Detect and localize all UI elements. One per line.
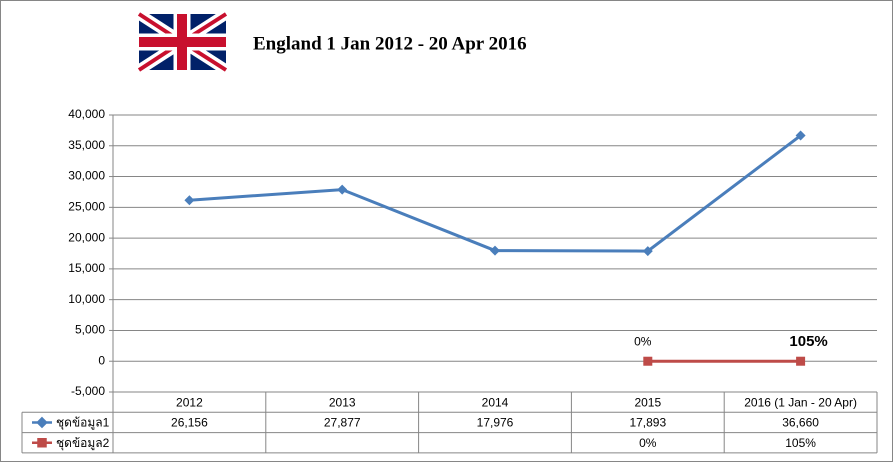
table-cell: 0% <box>639 436 657 450</box>
flag <box>136 9 229 75</box>
y-tick-label: 30,000 <box>68 169 105 183</box>
legend-label: ชุดข้อมูล1 <box>56 416 110 431</box>
y-tick-label: 20,000 <box>68 230 105 244</box>
y-tick-label: 0 <box>98 353 105 367</box>
marker <box>795 130 806 141</box>
x-tick-label: 2014 <box>482 395 509 409</box>
y-tick-label: 5,000 <box>75 323 105 337</box>
x-tick-label: 2016 (1 Jan - 20 Apr) <box>744 395 857 409</box>
legend-marker <box>32 416 52 429</box>
y-tick-label: 15,000 <box>68 261 105 275</box>
legend-label: ชุดข้อมูล2 <box>56 436 110 451</box>
marker <box>490 245 500 256</box>
chart-title: England 1 Jan 2012 - 20 Apr 2016 <box>253 33 527 54</box>
y-tick-label: -5,000 <box>71 384 105 398</box>
y-tick-label: 10,000 <box>68 292 105 306</box>
data-label: 105% <box>789 333 827 350</box>
x-tick-label: 2012 <box>176 395 203 409</box>
marker <box>643 356 653 366</box>
marker <box>337 184 348 195</box>
table-cell: 36,660 <box>782 416 819 430</box>
table-cell: 17,976 <box>477 416 514 430</box>
table-cell: 17,893 <box>629 416 666 430</box>
table-cell: 27,877 <box>324 416 361 430</box>
y-tick-label: 40,000 <box>68 107 105 121</box>
marker <box>642 246 653 257</box>
x-tick-label: 2013 <box>329 395 356 409</box>
x-tick-label: 2015 <box>634 395 661 409</box>
table-cell: 26,156 <box>171 416 208 430</box>
y-tick-label: 35,000 <box>68 138 105 152</box>
marker <box>796 356 806 366</box>
marker <box>184 195 195 206</box>
data-label: 0% <box>634 334 652 348</box>
y-tick-label: 25,000 <box>68 200 105 214</box>
legend-marker <box>32 438 52 448</box>
table-cell: 105% <box>785 436 816 450</box>
